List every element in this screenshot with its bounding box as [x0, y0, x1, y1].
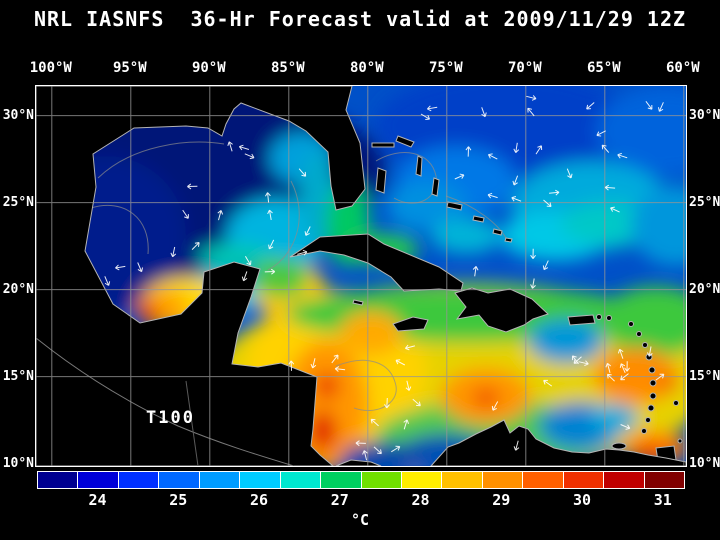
colorbar-segment [280, 472, 321, 488]
colorbar-segment [482, 472, 523, 488]
lon-tick-label: 95°W [112, 60, 147, 76]
panama [335, 459, 382, 466]
colorbar-tick-label: 30 [573, 491, 592, 509]
lat-tick-label: 30°N [2, 107, 34, 123]
jamaica [392, 316, 429, 332]
colorbar-tick-label: 25 [169, 491, 188, 509]
colorbar-segment [361, 472, 401, 488]
lat-tick-label: 30°N [689, 107, 720, 123]
colorbar-segment [442, 472, 482, 488]
north-central-america [36, 86, 366, 466]
page-title: NRL IASNFS 36-Hr Forecast valid at 2009/… [33, 7, 687, 31]
colorbar-tick-label: 26 [250, 491, 269, 509]
colorbar-tick-label: 27 [330, 491, 349, 509]
bahamas [371, 135, 513, 243]
hispaniola [454, 287, 549, 333]
colorbar-segment [78, 472, 118, 488]
lon-tick-label: 100°W [29, 60, 72, 76]
pacific-coastline [36, 337, 295, 466]
colorbar-segment [523, 472, 563, 488]
colorbar [37, 471, 685, 489]
lat-tick-label: 25°N [689, 194, 720, 210]
colorbar-tick-labels: 24 25 26 27 28 29 30 31 [37, 491, 683, 509]
lat-tick-label: 20°N [689, 281, 720, 297]
lat-tick-label: 15°N [2, 368, 34, 384]
lat-tick-label: 10°N [689, 455, 720, 471]
south-america [430, 419, 686, 466]
cayman [352, 299, 364, 306]
lon-tick-label: 65°W [586, 60, 621, 76]
colorbar-segment [159, 472, 199, 488]
lon-tick-label: 85°W [270, 60, 305, 76]
puerto-rico [567, 314, 596, 326]
lon-tick-label: 70°W [507, 60, 542, 76]
land-masses [36, 86, 686, 466]
colorbar-segment [563, 472, 604, 488]
current-vector-arrows [104, 95, 665, 461]
colorbar-tick-label: 24 [88, 491, 107, 509]
colorbar-tick-label: 31 [653, 491, 672, 509]
lat-tick-label: 25°N [2, 194, 34, 210]
map-frame: T100 [35, 85, 687, 467]
latitude-axis-left: 30°N 25°N 20°N 15°N 10°N [0, 86, 34, 471]
lat-tick-label: 15°N [689, 368, 720, 384]
lon-tick-label: 90°W [191, 60, 226, 76]
colorbar-segment [38, 472, 78, 488]
inland-border-line [185, 380, 199, 466]
latitude-axis-right: 30°N 25°N 20°N 15°N 10°N [689, 86, 720, 471]
colorbar-unit-label: °C [350, 511, 370, 529]
lon-tick-label: 60°W [665, 60, 700, 76]
colorbar-tick-label: 29 [492, 491, 511, 509]
grid-lines [36, 86, 686, 466]
longitude-axis: 100°W 95°W 90°W 85°W 80°W 75°W 70°W 65°W 60°W [30, 60, 700, 78]
temperature-map [36, 86, 686, 466]
lon-tick-label: 75°W [428, 60, 463, 76]
lat-tick-label: 10°N [2, 455, 34, 471]
colorbar-segment [401, 472, 442, 488]
lon-tick-label: 80°W [349, 60, 384, 76]
colorbar-segment [604, 472, 644, 488]
lat-tick-label: 20°N [2, 281, 34, 297]
depth-overlay-label: T100 [146, 408, 195, 428]
colorbar-segment [240, 472, 280, 488]
colorbar-segment [199, 472, 240, 488]
colorbar-segment [118, 472, 159, 488]
colorbar-segment [321, 472, 361, 488]
colorbar-tick-label: 28 [411, 491, 430, 509]
colorbar-segment [644, 472, 684, 488]
